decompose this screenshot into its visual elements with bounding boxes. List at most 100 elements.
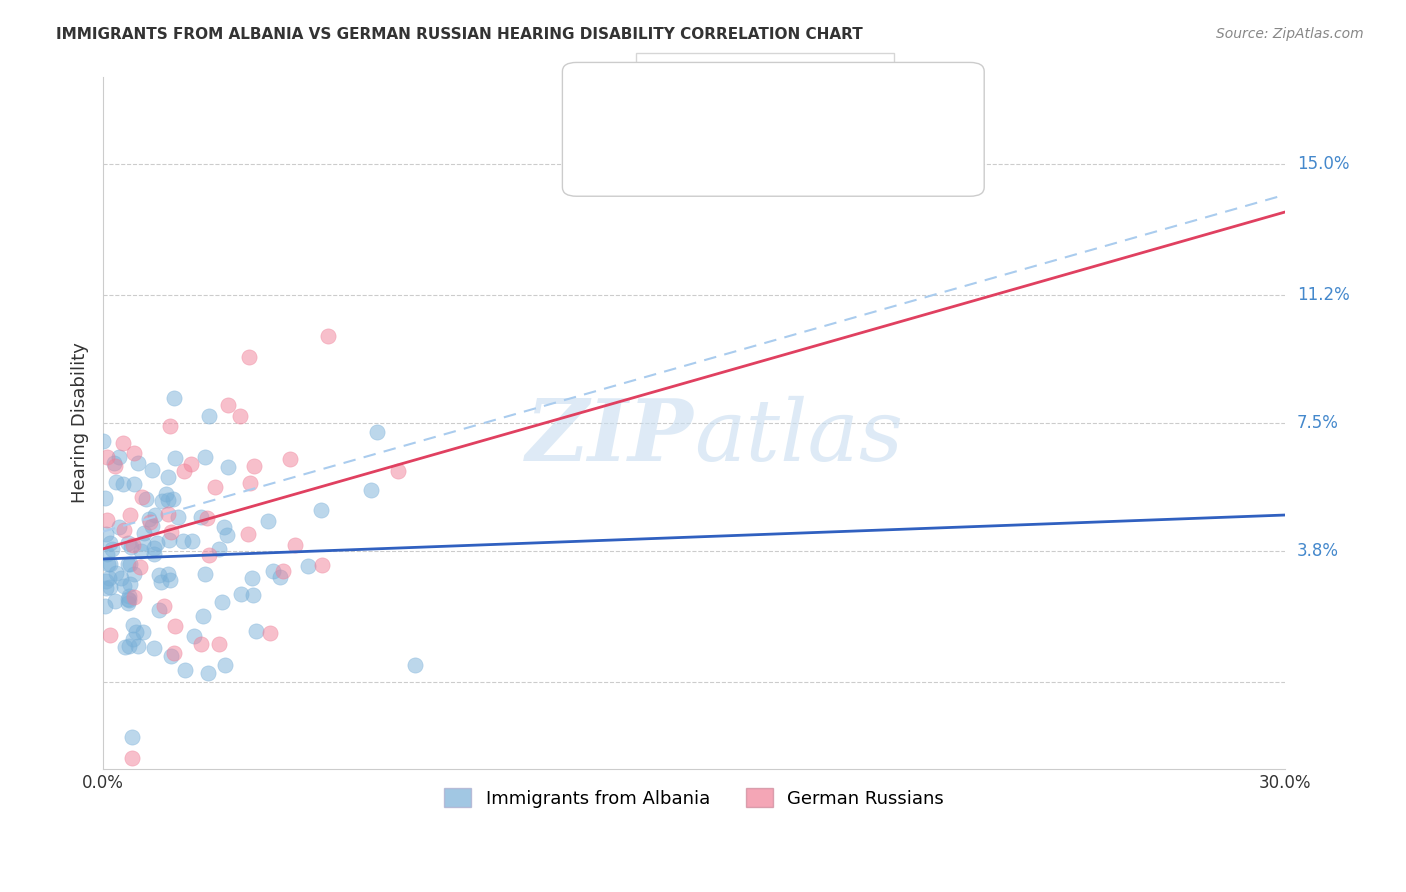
Point xyxy=(143,541,166,555)
Point xyxy=(127,456,149,470)
Point xyxy=(273,564,295,578)
Point xyxy=(122,618,145,632)
Point xyxy=(110,571,132,585)
Point xyxy=(387,464,409,478)
Text: 15.0%: 15.0% xyxy=(1296,155,1350,173)
Point xyxy=(197,666,219,681)
Point xyxy=(181,534,204,549)
Point xyxy=(100,541,122,556)
Point xyxy=(97,558,120,572)
Point xyxy=(155,487,177,501)
Point xyxy=(111,435,134,450)
Point xyxy=(104,475,127,489)
Point xyxy=(103,456,125,470)
Point xyxy=(118,589,141,603)
Point xyxy=(257,514,280,528)
Point xyxy=(122,537,145,551)
Point xyxy=(146,535,169,549)
Point xyxy=(191,608,214,623)
Point xyxy=(141,463,163,477)
Point xyxy=(166,510,188,524)
Point xyxy=(404,658,426,673)
Point xyxy=(98,557,121,571)
Point xyxy=(156,470,179,484)
Point xyxy=(98,571,121,585)
Text: 7.5%: 7.5% xyxy=(1296,414,1339,432)
Point xyxy=(93,434,115,448)
Text: 3.8%: 3.8% xyxy=(1296,542,1339,560)
Point xyxy=(117,595,139,609)
Point xyxy=(93,599,115,613)
Point xyxy=(111,477,134,491)
Point xyxy=(316,328,339,343)
Point xyxy=(94,491,117,505)
Point xyxy=(194,567,217,582)
Point xyxy=(150,493,173,508)
Point xyxy=(122,446,145,460)
Point xyxy=(131,544,153,558)
Point xyxy=(156,493,179,508)
Point xyxy=(214,520,236,534)
Point xyxy=(245,624,267,639)
Point xyxy=(117,592,139,607)
Point xyxy=(121,751,143,765)
Point xyxy=(112,579,135,593)
Point xyxy=(148,568,170,582)
Point xyxy=(208,637,231,651)
Point xyxy=(117,536,139,550)
Point xyxy=(96,547,118,561)
Text: IMMIGRANTS FROM ALBANIA VS GERMAN RUSSIAN HEARING DISABILITY CORRELATION CHART: IMMIGRANTS FROM ALBANIA VS GERMAN RUSSIA… xyxy=(56,27,863,42)
Point xyxy=(190,637,212,651)
Point xyxy=(262,564,284,578)
Point xyxy=(105,566,128,581)
Point xyxy=(278,451,301,466)
Point xyxy=(195,510,218,524)
Point xyxy=(239,475,262,490)
Point xyxy=(108,450,131,464)
Point xyxy=(197,409,219,424)
Point xyxy=(117,591,139,606)
Point xyxy=(242,588,264,602)
Legend: Immigrants from Albania, German Russians: Immigrants from Albania, German Russians xyxy=(437,781,952,815)
Point xyxy=(118,576,141,591)
Point xyxy=(156,507,179,521)
Point xyxy=(98,628,121,642)
Point xyxy=(204,480,226,494)
Point xyxy=(120,557,142,571)
Point xyxy=(211,595,233,609)
Point xyxy=(360,483,382,497)
Point xyxy=(118,639,141,653)
Point xyxy=(96,513,118,527)
Point xyxy=(159,574,181,588)
Text: atlas: atlas xyxy=(695,395,903,478)
Point xyxy=(128,560,150,574)
Point xyxy=(120,508,142,523)
Point xyxy=(163,450,186,465)
Point xyxy=(217,527,239,541)
Point xyxy=(179,457,201,471)
Point xyxy=(112,524,135,538)
Point xyxy=(159,419,181,434)
Point xyxy=(122,566,145,581)
Point xyxy=(193,450,215,464)
Point xyxy=(114,640,136,654)
Point xyxy=(284,537,307,551)
Point xyxy=(94,527,117,541)
Point xyxy=(157,566,180,581)
Point xyxy=(173,464,195,478)
Point xyxy=(132,536,155,550)
Point xyxy=(121,730,143,744)
Point xyxy=(139,515,162,529)
Point xyxy=(229,409,252,424)
Point xyxy=(96,450,118,464)
Point xyxy=(143,547,166,561)
Y-axis label: Hearing Disability: Hearing Disability xyxy=(72,343,89,503)
Point xyxy=(208,541,231,556)
Point xyxy=(229,587,252,601)
Point xyxy=(311,558,333,573)
Point xyxy=(143,641,166,656)
Point xyxy=(297,559,319,574)
Point xyxy=(134,525,156,540)
Point xyxy=(242,458,264,473)
Point xyxy=(163,391,186,405)
